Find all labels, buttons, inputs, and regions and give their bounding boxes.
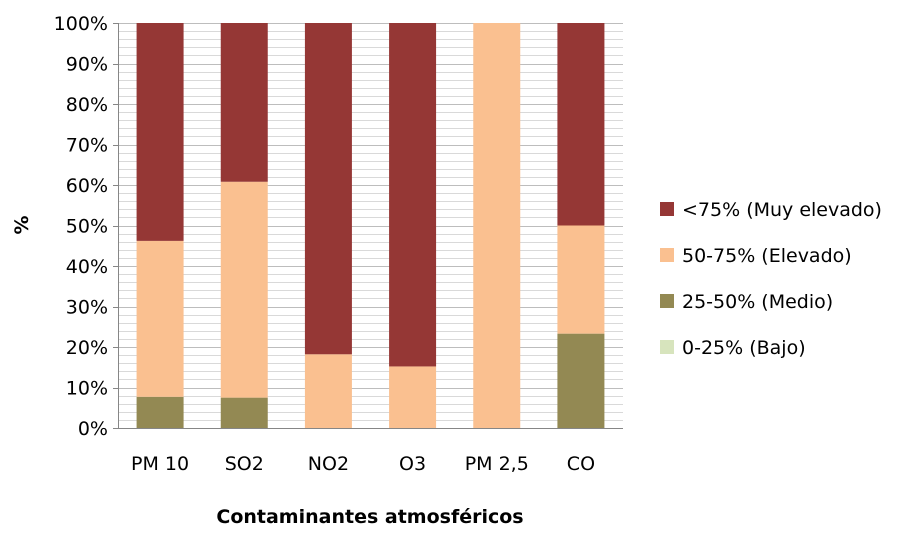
- y-tick-label: 70%: [66, 135, 108, 157]
- y-tick-label: 90%: [66, 54, 108, 76]
- x-tick-label: O3: [399, 453, 426, 475]
- y-tick-label: 60%: [66, 175, 108, 197]
- bar-segment: [220, 397, 268, 428]
- x-tick-label: PM 10: [131, 453, 189, 475]
- bar-segment: [136, 240, 184, 397]
- x-tick-label: PM 2,5: [465, 453, 529, 475]
- bar-segment: [557, 225, 605, 334]
- axes: [113, 23, 623, 429]
- bar-segment: [136, 396, 184, 428]
- legend-label: <75% (Muy elevado): [682, 199, 882, 221]
- y-tick-label: 100%: [54, 13, 108, 35]
- legend-swatch: [660, 248, 674, 262]
- legend-label: 50-75% (Elevado): [682, 245, 852, 267]
- bar-segment: [136, 23, 184, 241]
- legend-label: 0-25% (Bajo): [682, 337, 806, 359]
- bar-segment: [304, 23, 352, 355]
- x-axis-title: Contaminantes atmosféricos: [216, 506, 523, 528]
- y-tick-label: 30%: [66, 297, 108, 319]
- y-tick-label: 20%: [66, 337, 108, 359]
- bar-segment: [557, 23, 605, 226]
- bar-segment: [220, 181, 268, 398]
- bar-segment: [473, 23, 521, 428]
- legend-swatch: [660, 294, 674, 308]
- y-tick-label: 0%: [78, 418, 108, 440]
- bars: [136, 23, 605, 428]
- bar-segment: [557, 333, 605, 428]
- legend-swatch: [660, 340, 674, 354]
- y-tick-label: 40%: [66, 256, 108, 278]
- legend-label: 25-50% (Medio): [682, 291, 833, 313]
- x-tick-labels: PM 10 SO2 NO2 O3 PM 2,5 CO: [131, 453, 595, 475]
- legend-swatch: [660, 202, 674, 216]
- bar-segment: [220, 23, 268, 182]
- bar-segment: [389, 366, 437, 428]
- y-tick-label: 10%: [66, 378, 108, 400]
- y-tick-labels: 0% 10% 20% 30% 40% 50% 60% 70% 80% 90% 100%: [54, 13, 108, 440]
- x-tick-label: SO2: [225, 453, 264, 475]
- gridlines: [118, 23, 623, 429]
- x-tick-label: CO: [567, 453, 595, 475]
- bar-segment: [389, 23, 437, 367]
- bar-segment: [304, 354, 352, 428]
- y-tick-label: 80%: [66, 94, 108, 116]
- y-axis-title: %: [11, 215, 33, 234]
- legend: <75% (Muy elevado) 50-75% (Elevado) 25-50%…: [660, 199, 882, 359]
- y-tick-label: 50%: [66, 216, 108, 238]
- x-tick-label: NO2: [308, 453, 349, 475]
